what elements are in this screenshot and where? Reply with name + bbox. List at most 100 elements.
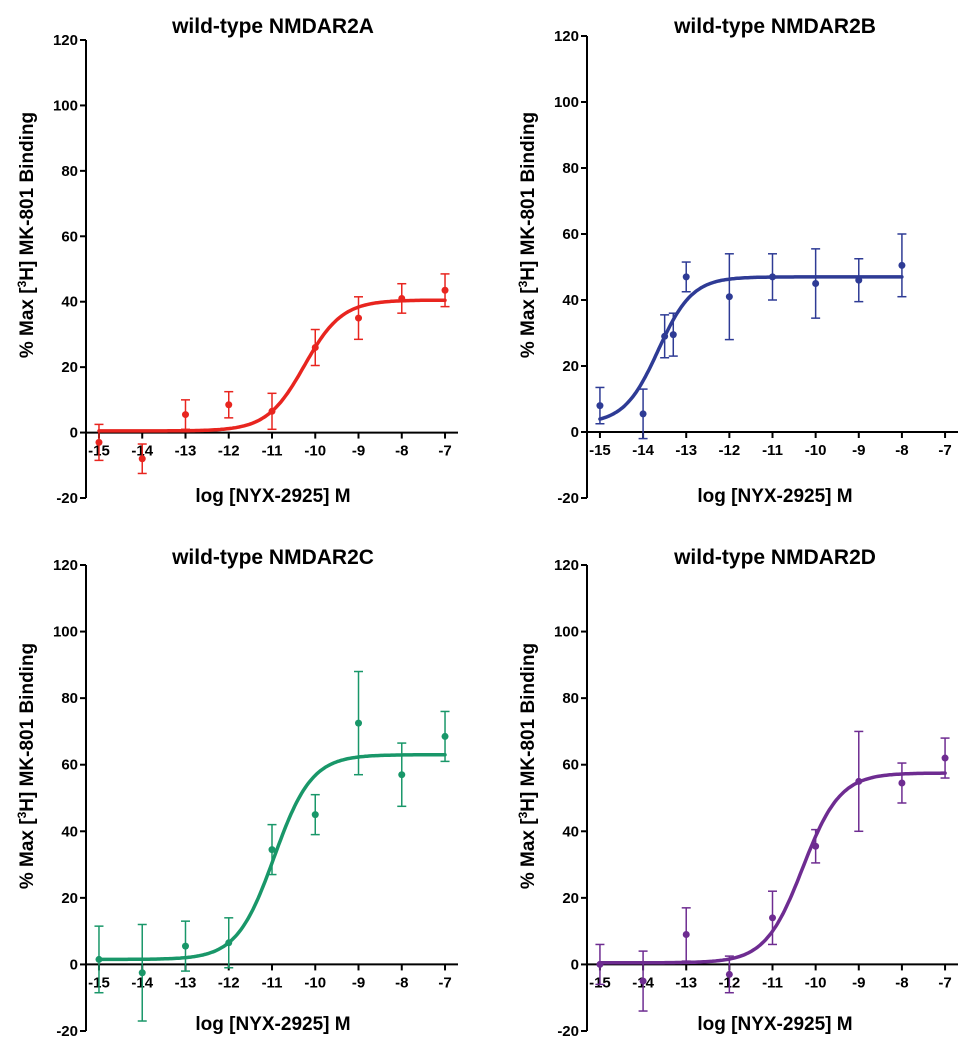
y-tick-label: 20 xyxy=(61,890,78,907)
data-point xyxy=(639,410,647,418)
y-axis-label: % Max [3H] MK-801 Binding xyxy=(516,112,539,358)
y-tick-label: 80 xyxy=(562,160,579,177)
data-point xyxy=(355,719,363,727)
x-tick-label: -12 xyxy=(719,442,741,459)
chart-title: wild-type NMDAR2B xyxy=(673,15,876,38)
chart-svg-nmdar2a: wild-type NMDAR2A log [NYX-2925] M % Max… xyxy=(15,15,458,507)
panel-nmdar2d: wild-type NMDAR2D log [NYX-2925] M % Max… xyxy=(479,519,958,1038)
y-tick-label: 120 xyxy=(554,557,579,574)
data-point xyxy=(398,771,406,779)
x-axis-label: log [NYX-2925] M xyxy=(195,1014,350,1035)
y-tick-label: 0 xyxy=(70,956,78,973)
x-tick-label: -7 xyxy=(438,974,451,991)
x-axis-label: log [NYX-2925] M xyxy=(697,486,852,507)
y-tick-label: 120 xyxy=(53,557,78,574)
panel-nmdar2c: wild-type NMDAR2C log [NYX-2925] M % Max… xyxy=(0,519,479,1038)
y-tick-label: 0 xyxy=(571,956,579,973)
data-point xyxy=(268,407,276,415)
data-point xyxy=(181,942,189,950)
data-point xyxy=(225,939,233,947)
y-tick-label: 0 xyxy=(70,425,78,442)
data-point xyxy=(769,273,776,281)
data-point xyxy=(855,276,863,284)
chart-title: wild-type NMDAR2C xyxy=(171,546,374,569)
y-tick-label: 100 xyxy=(554,94,579,111)
y-tick-label: 60 xyxy=(562,226,579,243)
data-point xyxy=(311,811,319,819)
y-tick-label: 120 xyxy=(554,28,579,45)
x-tick-label: -13 xyxy=(175,443,197,460)
chart-svg-nmdar2d: wild-type NMDAR2D log [NYX-2925] M % Max… xyxy=(516,546,958,1038)
y-tick-label: 80 xyxy=(562,690,579,707)
y-tick-label: -20 xyxy=(557,490,579,507)
x-tick-label: -14 xyxy=(632,442,654,459)
x-tick-label: -9 xyxy=(352,443,365,460)
y-tick-label: 40 xyxy=(61,294,78,311)
data-point xyxy=(95,955,103,963)
data-point xyxy=(311,344,319,352)
y-axis-label: % Max [3H] MK-801 Binding xyxy=(15,643,38,889)
x-tick-label: -12 xyxy=(218,974,240,991)
x-tick-label: -10 xyxy=(304,443,326,460)
y-tick-label: -20 xyxy=(557,1023,579,1038)
y-tick-label: 80 xyxy=(61,163,78,180)
data-point xyxy=(441,286,449,294)
data-point xyxy=(898,261,906,269)
data-point xyxy=(268,846,276,854)
x-tick-label: -8 xyxy=(395,443,408,460)
x-tick-label: -7 xyxy=(438,443,451,460)
data-point xyxy=(441,732,449,740)
chart-svg-nmdar2b: wild-type NMDAR2B log [NYX-2925] M % Max… xyxy=(516,15,958,507)
data-point xyxy=(596,402,604,410)
data-point xyxy=(596,960,604,968)
x-tick-label: -7 xyxy=(938,442,951,459)
chart-svg-nmdar2c: wild-type NMDAR2C log [NYX-2925] M % Max… xyxy=(15,546,458,1038)
data-point xyxy=(812,280,820,287)
x-tick-label: -9 xyxy=(352,974,365,991)
data-point xyxy=(95,438,103,446)
x-axis-label: log [NYX-2925] M xyxy=(195,486,350,507)
y-tick-label: 60 xyxy=(562,757,579,774)
data-point xyxy=(725,293,733,301)
y-tick-label: 0 xyxy=(571,424,579,441)
x-tick-label: -7 xyxy=(938,974,951,991)
data-point xyxy=(661,332,669,340)
data-point xyxy=(138,969,146,977)
fit-curve xyxy=(598,275,904,421)
x-tick-label: -13 xyxy=(675,442,697,459)
data-point xyxy=(769,914,776,922)
y-tick-label: 20 xyxy=(562,890,579,907)
y-tick-label: 120 xyxy=(53,32,78,49)
x-tick-label: -11 xyxy=(762,442,783,459)
y-axis-label: % Max [3H] MK-801 Binding xyxy=(516,643,539,889)
y-tick-label: 100 xyxy=(554,624,579,641)
x-tick-label: -9 xyxy=(852,442,865,459)
y-tick-label: -20 xyxy=(56,1023,78,1038)
data-point xyxy=(138,455,146,463)
y-tick-label: 20 xyxy=(562,358,579,375)
data-point xyxy=(181,411,189,419)
y-tick-label: 100 xyxy=(53,97,78,114)
data-point xyxy=(812,842,820,850)
panel-nmdar2a: wild-type NMDAR2A log [NYX-2925] M % Max… xyxy=(0,0,479,519)
panel-nmdar2b: wild-type NMDAR2B log [NYX-2925] M % Max… xyxy=(479,0,958,519)
data-point xyxy=(855,777,863,785)
y-axis-label: % Max [3H] MK-801 Binding xyxy=(15,112,38,358)
x-tick-label: -8 xyxy=(395,974,408,991)
x-tick-label: -8 xyxy=(895,974,908,991)
x-tick-label: -13 xyxy=(675,974,697,991)
y-tick-label: 60 xyxy=(61,757,78,774)
x-tick-label: -11 xyxy=(762,974,783,991)
y-tick-label: 40 xyxy=(61,823,78,840)
plot-area: -20020406080100120-15-14-13-12-11-10-9-8… xyxy=(53,557,458,1038)
plot-area: -20020406080100120-15-14-13-12-11-10-9-8… xyxy=(53,32,458,507)
y-tick-label: 60 xyxy=(61,228,78,245)
data-point xyxy=(941,754,949,762)
x-tick-label: -9 xyxy=(852,974,865,991)
y-tick-label: 100 xyxy=(53,624,78,641)
x-tick-label: -10 xyxy=(304,974,326,991)
y-tick-label: 80 xyxy=(61,690,78,707)
y-tick-label: 40 xyxy=(562,292,579,309)
data-point xyxy=(898,779,906,787)
chart-title: wild-type NMDAR2D xyxy=(673,546,876,569)
